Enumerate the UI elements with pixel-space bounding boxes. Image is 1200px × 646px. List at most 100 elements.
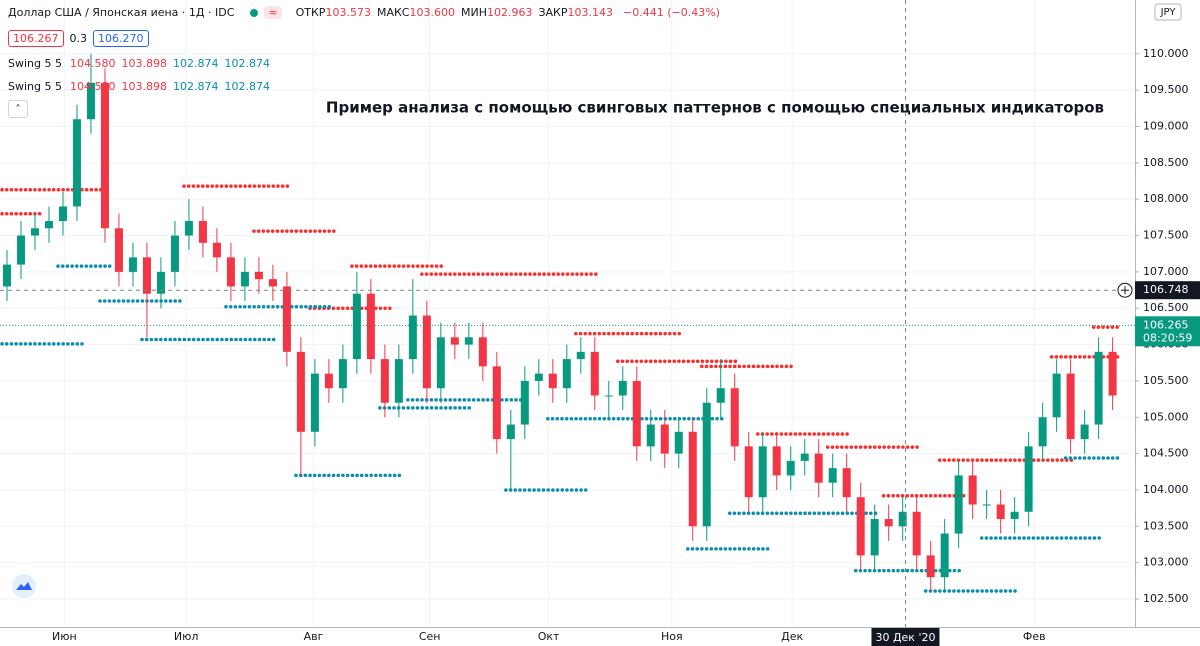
candle-body bbox=[436, 337, 445, 389]
indicator-value: 103.898 bbox=[121, 80, 167, 93]
ohlc-label: МИН bbox=[460, 6, 487, 19]
bid[interactable]: 106.267 bbox=[8, 30, 64, 47]
x-tick-label: Ноя bbox=[661, 630, 683, 643]
candle-body bbox=[856, 497, 865, 556]
candle-body bbox=[604, 395, 613, 397]
candle-body bbox=[660, 424, 669, 454]
candle-body bbox=[576, 351, 585, 360]
candle-body bbox=[240, 271, 249, 287]
candle-body bbox=[142, 257, 151, 294]
candle-body bbox=[478, 337, 487, 367]
candle-body bbox=[1108, 351, 1117, 396]
candle-body bbox=[800, 453, 809, 461]
crosshair-plus-icon bbox=[1121, 286, 1129, 295]
x-tick-label: Дек bbox=[781, 630, 803, 643]
candle-body bbox=[114, 228, 123, 272]
currency[interactable]: JPY bbox=[1160, 7, 1177, 18]
candle-body bbox=[912, 511, 921, 556]
candle-body bbox=[730, 388, 739, 447]
indicator-name: Swing 5 5 bbox=[8, 57, 62, 70]
candle-body bbox=[198, 220, 207, 243]
collapse-button[interactable]: ˄ bbox=[8, 100, 28, 118]
y-tick-label: 103.000 bbox=[1143, 556, 1189, 569]
candle-body bbox=[310, 373, 319, 432]
candle-body bbox=[898, 511, 907, 527]
indicator-row: Swing 5 5 104.580 103.898 102.874 102.874 bbox=[8, 57, 276, 70]
candle-body bbox=[16, 235, 25, 265]
candle-body bbox=[870, 519, 879, 556]
y-tick-label: 109.500 bbox=[1143, 83, 1189, 96]
candle-body bbox=[408, 315, 417, 360]
candle-body bbox=[184, 220, 193, 236]
y-tick-label: 102.500 bbox=[1143, 592, 1189, 605]
x-tick-label: Сен bbox=[419, 630, 441, 643]
candle-body bbox=[492, 366, 501, 440]
indicator-value: 102.874 bbox=[172, 80, 219, 93]
candle-body bbox=[352, 293, 361, 360]
crosshair-y-box bbox=[1135, 281, 1200, 300]
candle-body bbox=[744, 446, 753, 498]
spread: 0.3 bbox=[69, 32, 88, 45]
candle-body bbox=[646, 424, 655, 447]
candle-body bbox=[632, 380, 641, 447]
candle-body bbox=[366, 293, 375, 360]
y-tick-label: 105.500 bbox=[1143, 374, 1189, 387]
ohlc: ОТКР103.573 МАКС103.600 МИН102.963 ЗАКР103.… bbox=[296, 6, 619, 19]
candle-body bbox=[590, 351, 599, 396]
y-tick-label: 107.500 bbox=[1143, 229, 1189, 242]
candle-body bbox=[534, 373, 543, 381]
candle-body bbox=[422, 315, 431, 389]
ohlc-value: 102.963 bbox=[486, 6, 533, 19]
logo[interactable] bbox=[12, 574, 36, 598]
candle-body bbox=[254, 271, 263, 280]
ohlc-label: МАКС bbox=[376, 6, 410, 19]
y-tick-label: 106.500 bbox=[1143, 301, 1189, 314]
candle-body bbox=[128, 257, 137, 272]
candle-body bbox=[1080, 424, 1089, 440]
candle-body bbox=[338, 359, 347, 389]
crosshair-x-label: 30 Дек '20 bbox=[875, 631, 935, 644]
y-tick-label: 108.500 bbox=[1143, 156, 1189, 169]
currency-box[interactable] bbox=[1154, 3, 1182, 21]
candle-body bbox=[44, 220, 53, 229]
candle-body bbox=[828, 468, 837, 483]
candle-body bbox=[30, 228, 39, 236]
x-tick-label: Фев bbox=[1023, 630, 1046, 643]
symbol-title[interactable]: Доллар США / Японская иена · 1Д · IDC bbox=[8, 6, 235, 19]
ohlc-label: ОТКР bbox=[295, 6, 326, 19]
ohlc-value: 103.143 bbox=[567, 6, 614, 19]
candle-body bbox=[1052, 373, 1061, 418]
candle-body bbox=[996, 504, 1005, 520]
y-tick-label: 107.000 bbox=[1143, 265, 1189, 278]
last-price-box bbox=[1135, 316, 1200, 347]
candle-body bbox=[86, 82, 95, 120]
indicator-value: 104.580 bbox=[69, 57, 116, 70]
indicator-value: 102.874 bbox=[224, 57, 270, 70]
candle-body bbox=[268, 279, 277, 287]
candle-body bbox=[506, 424, 515, 440]
status-dot bbox=[250, 8, 259, 17]
header: Доллар США / Японская иена · 1Д · IDC ≈ … bbox=[8, 6, 720, 19]
candle-body bbox=[72, 119, 81, 207]
candle-body bbox=[464, 337, 473, 345]
status-badge[interactable]: ≈ bbox=[264, 6, 282, 19]
candle-body bbox=[324, 373, 333, 389]
candle-body bbox=[394, 359, 403, 403]
last-price-timer: 08:20:59 bbox=[1143, 331, 1192, 344]
candle-body bbox=[618, 380, 627, 396]
candle-body bbox=[520, 380, 529, 425]
candle-body bbox=[954, 475, 963, 534]
candle-body bbox=[674, 431, 683, 454]
change: −0.441 (−0.43%) bbox=[623, 6, 720, 19]
candle-body bbox=[450, 337, 459, 345]
x-tick-label: Июн bbox=[52, 630, 77, 643]
ohlc-label: ЗАКР bbox=[538, 6, 568, 19]
y-tick-label: 110.000 bbox=[1143, 47, 1189, 60]
ask[interactable]: 106.270 bbox=[93, 30, 149, 47]
y-tick-label: 103.500 bbox=[1143, 519, 1189, 532]
candle-body bbox=[688, 431, 697, 527]
candle-body bbox=[814, 453, 823, 483]
